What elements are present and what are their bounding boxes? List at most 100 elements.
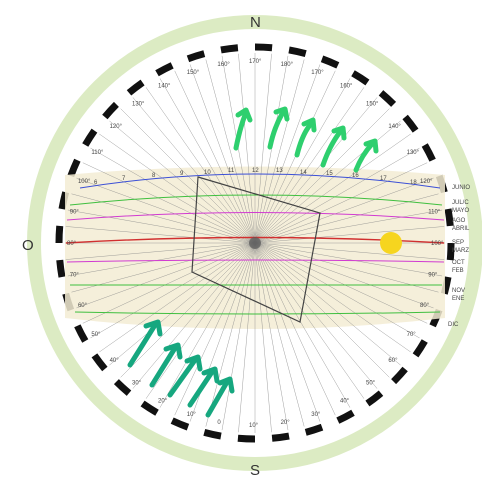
rim-degree-label: 40° [340,399,350,405]
wind-arrow-icon [294,117,317,158]
azimuth-line [254,242,434,309]
rim-dash [113,379,132,396]
rim-degree-label: 40° [110,358,120,364]
rim-degree-label: 150° [366,102,379,108]
hour-label: 16 [352,173,359,179]
rim-degree-label: 60° [388,358,398,364]
rim-degree-label: 130° [407,150,420,156]
rim-dash [391,366,408,385]
azimuth-line [254,177,434,244]
south-label: S [250,462,260,478]
azimuth-line [254,242,336,416]
rim-dash [74,324,89,343]
rim-degree-label: 120° [420,179,433,185]
rim-dash [446,242,455,261]
month-label: AGO [452,218,466,224]
azimuth-line [99,133,256,244]
month-label: ABRIL [452,226,470,232]
azimuth-line [238,53,256,244]
rim-degree-label: 170° [249,59,262,65]
rim-degree-label: 160° [217,62,230,68]
azimuth-line [174,242,256,416]
month-label: FEB [452,268,464,274]
rim-dash [304,423,324,436]
wind-arrow-icon [205,376,235,418]
azimuth-line [189,64,256,244]
wind-arrows-bottom [127,319,235,418]
rim-dash [320,55,340,69]
rim-dash [254,43,273,52]
rim-dash [155,62,174,77]
azimuth-line [65,226,256,244]
azimuth-line [254,242,390,378]
rim-degree-label: 10° [187,412,197,418]
hour-label: 11 [228,168,235,174]
azimuth-line [132,97,256,244]
rim-degree-label: 30° [132,380,142,386]
line-feb-oct [66,259,445,263]
rim-dash [288,46,307,58]
wind-arrow-icon [233,107,253,151]
rim-degree-label: 10° [249,423,259,429]
azimuth-line [254,55,289,244]
azimuth-line [90,242,256,339]
outer-ring [27,15,482,471]
rim-dash [237,434,256,443]
rim-degree-label: 140° [158,83,171,89]
azimuth-line [254,242,443,277]
hour-label: 18 [410,180,417,186]
azimuth-line [120,242,256,378]
azimuth-line [71,242,256,293]
rim-degree-label: 80° [67,241,77,247]
west-label: O [22,237,34,254]
rim-degree-label: 80° [420,303,430,309]
azimuth-line [109,242,256,366]
center-point [249,237,261,249]
wind-arrows-top [233,106,379,173]
north-label: N [250,14,261,31]
azimuth-line [109,120,256,244]
rim-degree-label: 100° [431,241,444,247]
azimuth-line [254,147,420,244]
rim-dash [378,90,397,107]
rim-dash [126,79,145,96]
azimuth-line [254,242,445,260]
rim-degree-label: 70° [407,332,417,338]
month-label: ENE [452,296,464,302]
rim-degree-label: 110° [91,150,104,156]
rim-degree-label: 130° [132,102,145,108]
rim-degree-label: 160° [340,83,353,89]
azimuth-line [67,242,256,277]
azimuth-line [254,242,411,353]
azimuth-line [221,242,256,431]
hour-label: 17 [380,176,387,182]
azimuth-line [76,177,256,244]
azimuth-line [145,242,256,399]
azimuth-line [221,55,256,244]
month-label: SEP [452,240,464,246]
wind-arrow-icon [187,366,220,408]
wind-arrow-icon [149,342,183,388]
hour-labels: 12 13 14 15 16 17 18 11 10 9 8 7 6 [94,168,417,186]
month-label: MARZ [452,248,469,254]
azimuth-line [254,162,428,244]
azimuth-line [254,242,439,293]
azimuth-line [76,242,256,309]
azimuth-line [174,70,256,244]
rim-dash [203,428,222,440]
rim-dash [402,114,419,133]
rim-dash [55,225,64,244]
rim-degree-label: 100° [78,179,91,185]
wind-arrow-icon [320,125,347,168]
azimuth-line [90,147,256,244]
hour-label: 15 [326,171,333,177]
azimuth-line [254,242,289,431]
azimuth-line [254,242,321,422]
azimuth-line [82,242,256,324]
month-label: DIC [448,322,459,328]
rim-degree-label: 20° [281,420,291,426]
azimuth-line [254,87,365,244]
azimuth-line [205,242,256,427]
azimuth-line [254,242,272,433]
azimuth-line [254,78,351,244]
